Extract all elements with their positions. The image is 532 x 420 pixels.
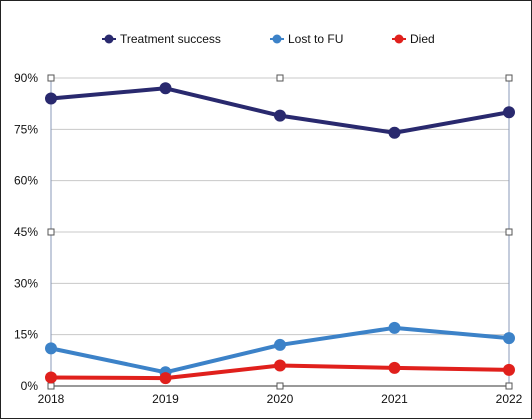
series-0	[45, 82, 515, 139]
data-point-0-1	[159, 82, 172, 95]
resize-handle-4[interactable]	[505, 228, 513, 236]
y-tick-label-6: 90%	[14, 71, 38, 85]
data-point-0-3	[388, 126, 401, 139]
y-tick-label-0: 0%	[21, 379, 39, 393]
data-point-1-4	[503, 332, 515, 345]
legend-marker-2	[394, 34, 404, 44]
resize-handle-7[interactable]	[505, 382, 513, 390]
x-tick-label-3: 2021	[381, 392, 408, 406]
series-group	[45, 82, 515, 385]
legend-label-1: Lost to FU	[288, 32, 343, 46]
x-tick-label-0: 2018	[38, 392, 65, 406]
resize-handle-5[interactable]	[47, 382, 55, 390]
data-point-2-3	[388, 361, 401, 374]
resize-handle-2[interactable]	[505, 74, 513, 82]
legend-item-2: Died	[392, 32, 435, 46]
gridlines	[51, 77, 509, 387]
legend-item-1: Lost to FU	[270, 32, 343, 46]
y-tick-label-1: 15%	[14, 328, 38, 342]
y-tick-label-4: 60%	[14, 174, 38, 188]
legend-marker-0	[104, 34, 114, 44]
resize-handle-6[interactable]	[276, 382, 284, 390]
data-point-0-4	[503, 106, 515, 119]
resize-handle-3[interactable]	[47, 228, 55, 236]
x-tick-label-1: 2019	[152, 392, 179, 406]
legend-marker-1	[272, 34, 282, 44]
x-tick-labels: 2018 2019 2020 2021 2022	[38, 392, 523, 406]
legend-item-0: Treatment success	[102, 32, 221, 46]
y-tick-labels: 0% 15% 30% 45% 60% 75% 90%	[14, 71, 38, 393]
legend-label-2: Died	[410, 32, 435, 46]
y-tick-label-5: 75%	[14, 122, 38, 136]
x-tick-label-4: 2022	[496, 392, 523, 406]
resize-handle-1[interactable]	[276, 74, 284, 82]
series-1	[45, 321, 515, 379]
data-point-2-0	[45, 371, 57, 384]
data-point-1-0	[45, 342, 57, 355]
series-2	[45, 359, 515, 385]
resize-handle-0[interactable]	[47, 74, 55, 82]
data-point-2-2	[274, 359, 286, 372]
data-point-1-2	[274, 338, 286, 351]
legend-label-0: Treatment success	[120, 32, 221, 46]
y-tick-label-2: 30%	[14, 276, 38, 290]
data-point-1-3	[388, 321, 401, 334]
data-point-0-2	[274, 109, 286, 122]
data-point-0-0	[45, 92, 57, 105]
y-tick-label-3: 45%	[14, 225, 38, 239]
legend: Treatment success Lost to FU Died	[102, 32, 435, 46]
data-point-2-1	[159, 372, 172, 385]
selection-handles[interactable]	[47, 74, 513, 390]
x-tick-label-2: 2020	[267, 392, 294, 406]
data-point-2-4	[503, 363, 515, 376]
